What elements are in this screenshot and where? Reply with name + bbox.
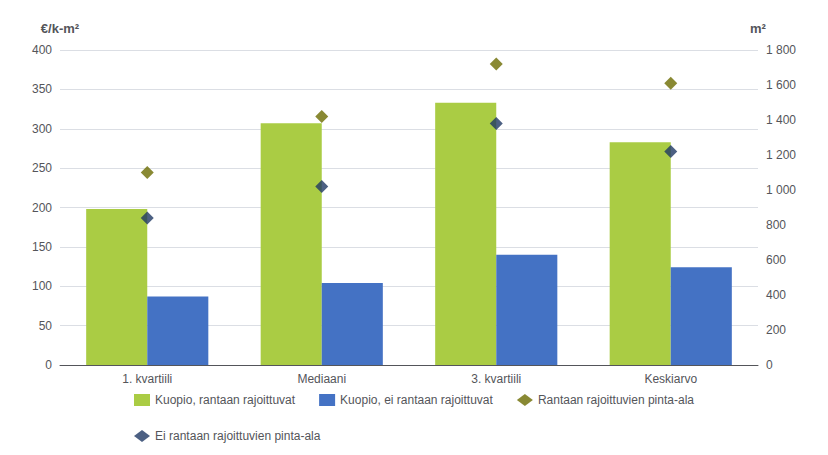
svg-text:800: 800	[766, 218, 786, 232]
svg-text:1. kvartiili: 1. kvartiili	[122, 372, 172, 386]
svg-text:1 000: 1 000	[766, 183, 796, 197]
svg-text:50: 50	[39, 319, 53, 333]
svg-text:100: 100	[32, 279, 52, 293]
svg-text:Ei rantaan rajoittuvien pinta-: Ei rantaan rajoittuvien pinta-ala	[155, 429, 321, 443]
svg-text:1 400: 1 400	[766, 113, 796, 127]
svg-text:400: 400	[32, 43, 52, 57]
svg-text:3. kvartiili: 3. kvartiili	[471, 372, 521, 386]
svg-text:0: 0	[45, 358, 52, 372]
svg-text:400: 400	[766, 288, 786, 302]
svg-text:150: 150	[32, 240, 52, 254]
svg-text:Keskiarvo: Keskiarvo	[644, 372, 697, 386]
svg-text:250: 250	[32, 161, 52, 175]
svg-text:Kuopio, rantaan rajoittuvat: Kuopio, rantaan rajoittuvat	[155, 393, 296, 407]
svg-text:1 800: 1 800	[766, 43, 796, 57]
svg-text:1 600: 1 600	[766, 78, 796, 92]
svg-text:Mediaani: Mediaani	[297, 372, 346, 386]
svg-text:1 200: 1 200	[766, 148, 796, 162]
svg-text:€/k-m²: €/k-m²	[41, 21, 80, 36]
svg-text:0: 0	[766, 358, 773, 372]
svg-text:Kuopio, ei rantaan rajoittuvat: Kuopio, ei rantaan rajoittuvat	[340, 393, 493, 407]
svg-text:m²: m²	[750, 21, 767, 36]
svg-text:200: 200	[766, 323, 786, 337]
svg-text:600: 600	[766, 253, 786, 267]
svg-text:Rantaan rajoittuvien pinta-ala: Rantaan rajoittuvien pinta-ala	[538, 393, 694, 407]
svg-text:300: 300	[32, 122, 52, 136]
svg-text:350: 350	[32, 82, 52, 96]
svg-text:200: 200	[32, 201, 52, 215]
